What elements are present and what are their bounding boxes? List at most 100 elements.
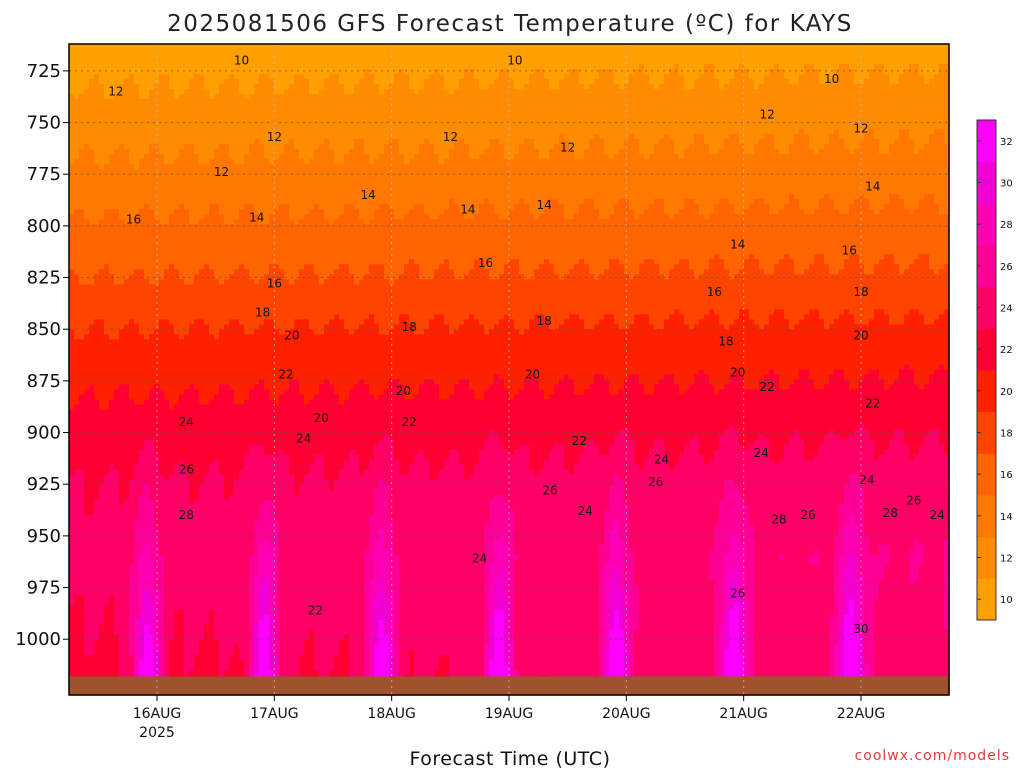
heat-cell — [354, 94, 360, 100]
heat-cell — [634, 74, 640, 80]
heat-cell — [124, 99, 130, 105]
heat-cell — [699, 84, 705, 90]
heat-cell — [429, 79, 435, 85]
heat-cell — [159, 184, 165, 190]
heat-cell — [769, 124, 775, 130]
heat-cell — [314, 164, 320, 170]
heat-cell — [789, 139, 795, 145]
heat-cell — [249, 64, 255, 70]
heat-cell — [364, 174, 370, 180]
heat-cell — [489, 69, 495, 75]
heat-cell — [574, 44, 580, 50]
heat-cell — [259, 89, 265, 95]
heat-cell — [229, 184, 235, 190]
heat-cell — [664, 79, 670, 85]
heat-cell — [439, 59, 445, 65]
heat-cell — [714, 84, 720, 90]
heat-cell — [894, 109, 900, 115]
heat-cell — [579, 154, 585, 160]
heat-cell — [734, 59, 740, 65]
heat-cell — [359, 124, 365, 130]
heat-cell — [394, 129, 400, 135]
heat-cell — [134, 64, 140, 70]
heat-cell — [464, 174, 470, 180]
heat-cell — [879, 89, 885, 95]
heat-cell — [379, 64, 385, 70]
heat-cell — [169, 149, 175, 155]
heat-cell — [214, 89, 220, 95]
heat-cell — [284, 114, 290, 120]
heat-cell — [224, 69, 230, 75]
heat-cell — [869, 134, 875, 140]
heat-cell — [259, 179, 265, 185]
heat-cell — [639, 59, 645, 65]
heat-cell — [759, 79, 765, 85]
heat-cell — [554, 109, 560, 115]
heat-cell — [264, 124, 270, 130]
heat-cell — [669, 134, 675, 140]
heat-cell — [249, 184, 255, 190]
heat-cell — [439, 89, 445, 95]
heat-cell — [644, 109, 650, 115]
heat-cell — [409, 79, 415, 85]
heat-cell — [324, 64, 330, 70]
heat-cell — [89, 179, 95, 185]
heat-cell — [754, 69, 760, 75]
heat-cell — [814, 134, 820, 140]
heat-cell — [174, 184, 180, 190]
heat-cell — [699, 54, 705, 60]
heat-cell — [519, 159, 525, 165]
heat-cell — [459, 74, 465, 80]
heat-cell — [839, 124, 845, 130]
heat-cell — [349, 109, 355, 115]
heat-cell — [124, 164, 130, 170]
heat-cell — [374, 99, 380, 105]
heat-cell — [709, 69, 715, 75]
heat-cell — [909, 59, 915, 65]
heat-cell — [564, 174, 570, 180]
heat-cell — [234, 154, 240, 160]
heat-cell — [439, 49, 445, 55]
heat-cell — [294, 44, 300, 50]
heat-cell — [484, 99, 490, 105]
heat-cell — [179, 79, 185, 85]
heat-cell — [374, 159, 380, 165]
heat-cell — [874, 129, 880, 135]
heat-cell — [249, 44, 255, 50]
heat-cell — [354, 69, 360, 75]
heat-cell — [634, 119, 640, 125]
heat-cell — [199, 44, 205, 50]
heat-cell — [719, 94, 725, 100]
heat-cell — [74, 89, 80, 95]
heat-cell — [394, 114, 400, 120]
heat-cell — [249, 119, 255, 125]
heat-cell — [799, 114, 805, 120]
heat-cell — [204, 154, 210, 160]
heat-cell — [259, 134, 265, 140]
heat-cell — [929, 69, 935, 75]
heat-cell — [384, 79, 390, 85]
heat-cell — [404, 139, 410, 145]
heat-cell — [709, 159, 715, 165]
heat-cell — [184, 114, 190, 120]
heat-cell — [224, 64, 230, 70]
heat-cell — [174, 84, 180, 90]
heat-cell — [934, 89, 940, 95]
heat-cell — [689, 179, 695, 185]
heat-cell — [189, 64, 195, 70]
heat-cell — [729, 54, 735, 60]
heat-cell — [469, 74, 475, 80]
heat-cell — [224, 184, 230, 190]
heat-cell — [809, 114, 815, 120]
heat-cell — [89, 49, 95, 55]
heat-cell — [164, 174, 170, 180]
heat-cell — [609, 69, 615, 75]
heat-cell — [324, 94, 330, 100]
heat-cell — [749, 74, 755, 80]
heat-cell — [529, 159, 535, 165]
heat-cell — [349, 84, 355, 90]
heat-cell — [724, 124, 730, 130]
heat-cell — [509, 144, 515, 150]
heat-cell — [689, 129, 695, 135]
heat-cell — [424, 144, 430, 150]
